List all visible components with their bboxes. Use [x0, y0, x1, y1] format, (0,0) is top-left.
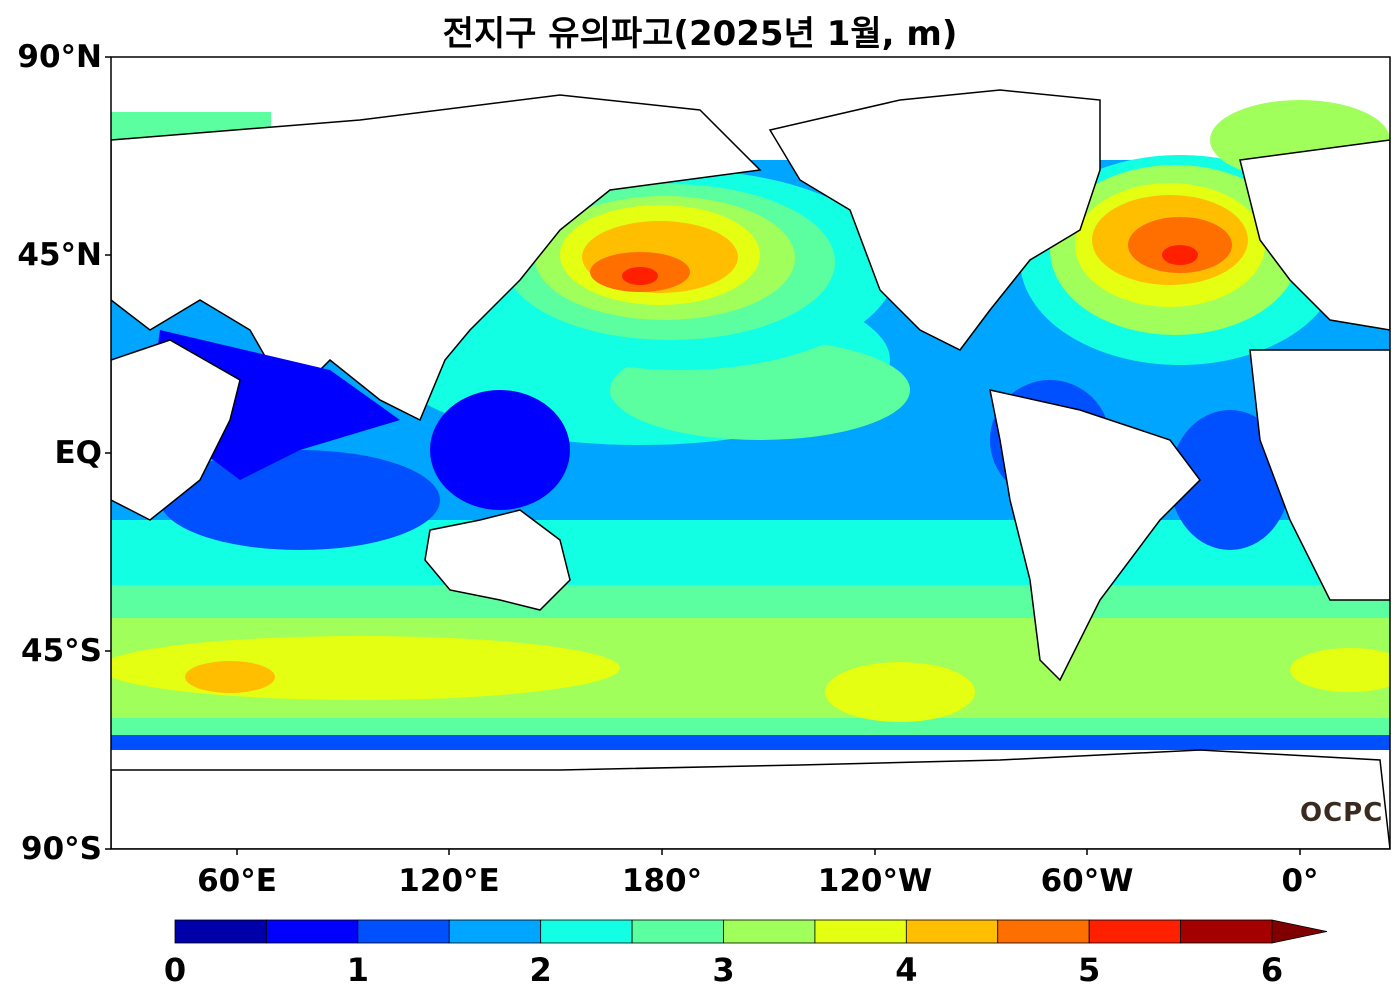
- colorbar-segment: [814, 919, 907, 944]
- colorbar-tick-label: 0: [163, 951, 187, 989]
- colorbar: [174, 919, 1328, 944]
- lon-label-60e: 60°E: [197, 863, 277, 899]
- map-title: 전지구 유의파고(2025년 1월, m): [442, 14, 958, 54]
- lon-label-180: 180°: [621, 863, 703, 899]
- colorbar-tick-label: 4: [895, 951, 918, 989]
- lat-label-90s: 90°S: [21, 831, 102, 867]
- colorbar-segment: [448, 919, 542, 944]
- landmass-group: [111, 89, 1390, 849]
- lat-label-eq: EQ: [54, 435, 102, 471]
- lat-label-90n: 90°N: [17, 39, 102, 75]
- colorbar-segment: [997, 919, 1090, 944]
- colorbar-extend-arrow: [1271, 919, 1328, 944]
- lon-label-60w: 60°W: [1040, 863, 1134, 899]
- lon-label-120e: 120°E: [398, 863, 500, 899]
- colorbar-segment: [357, 919, 450, 944]
- colorbar-segment: [540, 919, 633, 944]
- colorbar-segment: [1088, 919, 1181, 944]
- ocpc-watermark: OCPC: [1300, 798, 1384, 828]
- colorbar-tick-label: 5: [1078, 951, 1101, 989]
- colorbar-tick-label: 3: [712, 951, 735, 989]
- ocean-field: [111, 57, 1390, 849]
- lon-label-0: 0°: [1281, 863, 1319, 899]
- axis-ticks: [105, 56, 1301, 855]
- colorbar-segment: [174, 919, 267, 944]
- colorbar-segment: [905, 919, 999, 944]
- lon-label-120w: 120°W: [817, 863, 933, 899]
- colorbar-tick-label: 6: [1260, 951, 1284, 989]
- colorbar-segment: [1180, 919, 1273, 944]
- colorbar-segment: [631, 919, 724, 944]
- colorbar-tick-label: 2: [529, 951, 552, 989]
- colorbar-segment: [266, 919, 359, 944]
- colorbar-segment: [723, 919, 816, 944]
- lat-label-45n: 45°N: [17, 237, 102, 273]
- lat-label-45s: 45°S: [21, 633, 102, 669]
- colorbar-tick-label: 1: [346, 951, 369, 989]
